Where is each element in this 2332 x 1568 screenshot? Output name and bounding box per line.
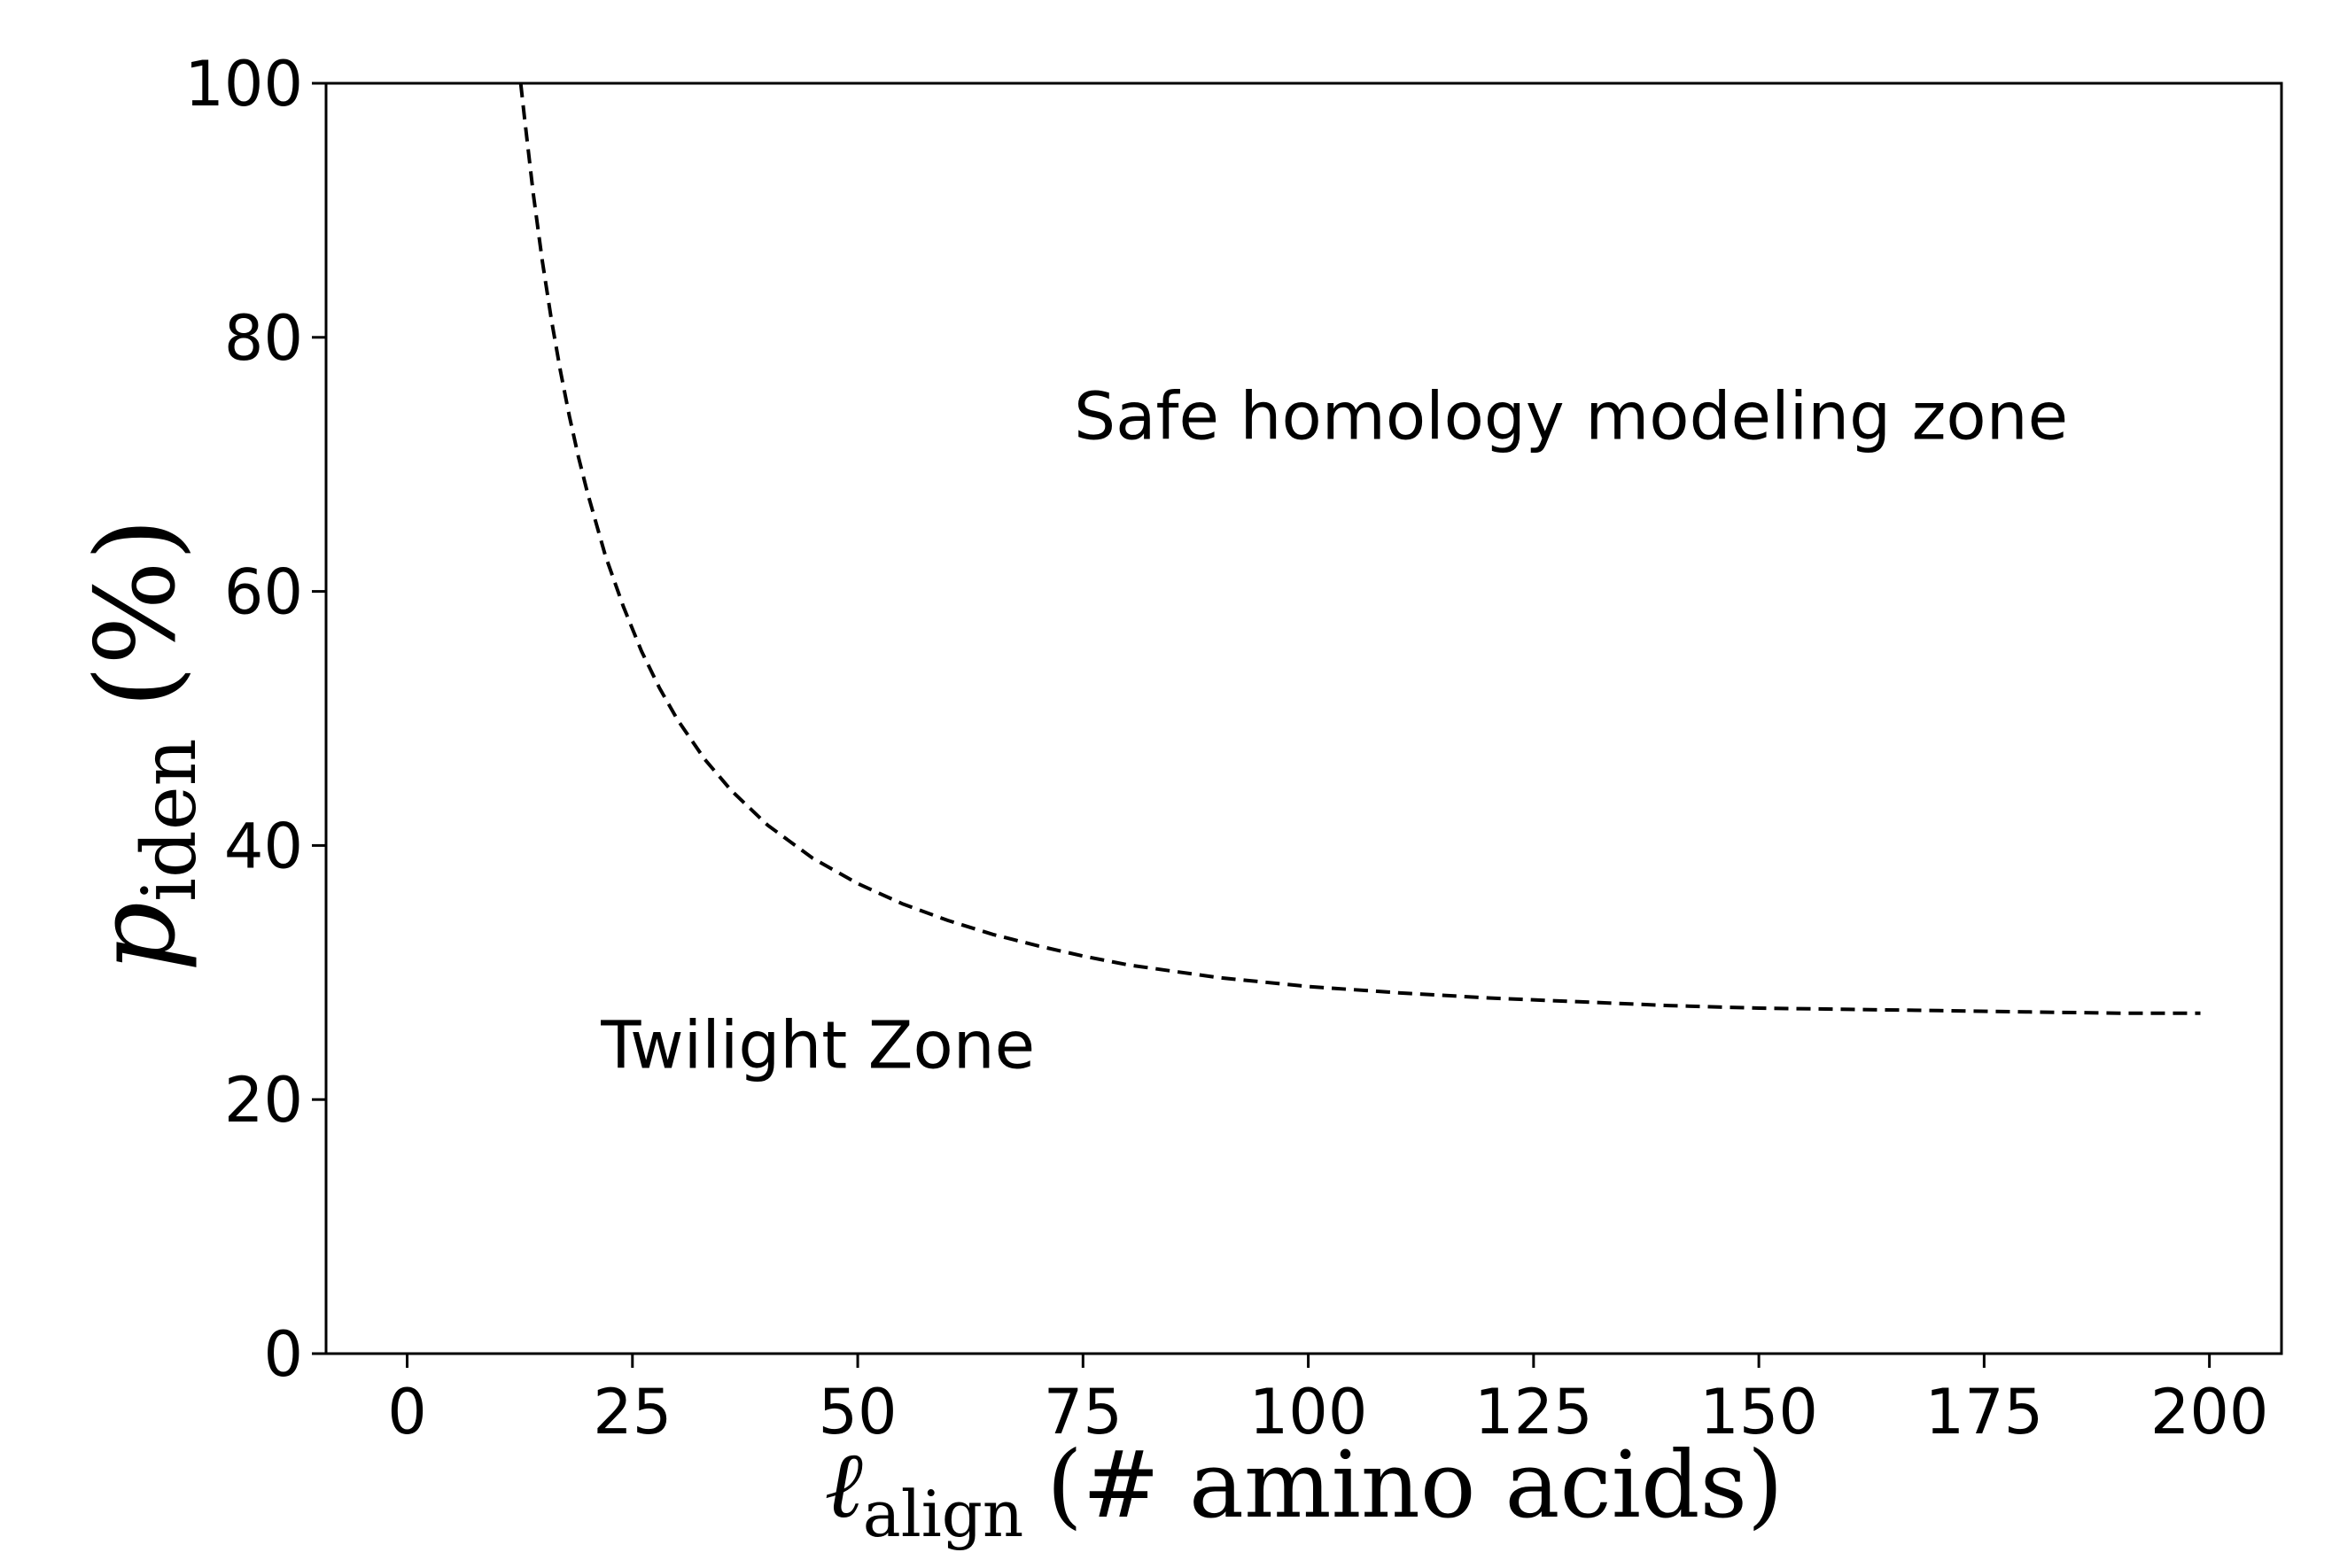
x-axis-text: (# amino acids) — [1046, 1431, 1783, 1539]
x-tick-label: 75 — [1044, 1376, 1123, 1448]
y-tick-label: 40 — [224, 810, 303, 882]
y-axis-title: piden (%) — [73, 518, 213, 972]
x-axis: 0 25 50 75 100 125 150 175 200 — [387, 1354, 2268, 1448]
threshold-curve — [518, 82, 2201, 1015]
annotation-label: Twilight Zone — [600, 1007, 1035, 1083]
y-tick-label: 20 — [224, 1064, 303, 1137]
y-tick-label: 60 — [224, 556, 303, 629]
x-tick-label: 25 — [593, 1376, 672, 1448]
x-tick-label: 0 — [387, 1376, 427, 1448]
y-tick-label: 0 — [263, 1318, 303, 1391]
x-tick-label: 150 — [1699, 1376, 1818, 1448]
x-tick-label: 175 — [1925, 1376, 2044, 1448]
annotations: Safe homology modeling zone Twilight Zone — [600, 379, 2068, 1084]
y-axis-subscript: iden — [126, 738, 213, 901]
plot-area-frame — [324, 82, 2283, 1355]
x-tick-label: 125 — [1474, 1376, 1593, 1448]
x-axis-title: ℓalign (# amino acids) — [824, 1431, 1783, 1551]
x-tick-label: 100 — [1249, 1376, 1368, 1448]
y-axis-symbol: p — [73, 902, 200, 972]
x-tick-label: 50 — [819, 1376, 898, 1448]
y-axis: 0 20 40 60 80 100 — [184, 48, 326, 1391]
y-tick-label: 100 — [184, 48, 303, 120]
y-tick-label: 80 — [224, 302, 303, 375]
annotation-label: Safe homology modeling zone — [1074, 379, 2068, 455]
x-tick-label: 200 — [2150, 1376, 2269, 1448]
y-axis-text: (%) — [73, 518, 200, 709]
x-axis-symbol: ℓ — [824, 1431, 862, 1539]
x-axis-subscript: align — [863, 1477, 1023, 1551]
